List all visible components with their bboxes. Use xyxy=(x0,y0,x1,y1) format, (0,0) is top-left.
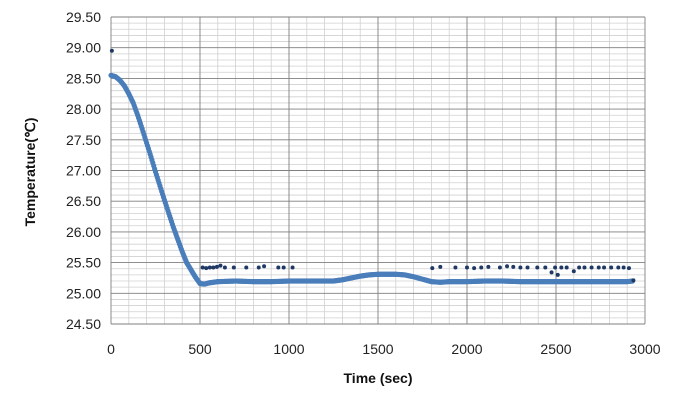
series-dot xyxy=(497,265,502,270)
series-dot xyxy=(453,265,458,270)
y-tick-label: 29.00 xyxy=(66,40,101,56)
series-dot xyxy=(631,278,636,283)
series-dot xyxy=(621,265,626,270)
series-dot xyxy=(218,263,223,268)
x-tick-label: 2500 xyxy=(540,341,571,357)
series-dot xyxy=(559,265,564,270)
series-dot xyxy=(577,265,582,270)
y-tick-label: 24.50 xyxy=(66,316,101,332)
series-dot xyxy=(525,265,530,270)
plot-area xyxy=(108,48,636,287)
series-dot xyxy=(276,265,281,270)
y-tick-label: 28.00 xyxy=(66,101,101,117)
x-tick-label: 1500 xyxy=(362,341,393,357)
series-dot xyxy=(214,264,219,269)
series-dot xyxy=(589,265,594,270)
series-dot xyxy=(553,265,558,270)
series-dot xyxy=(609,265,614,270)
y-tick-label: 26.00 xyxy=(66,224,101,240)
series-dot xyxy=(204,266,209,271)
series-dot xyxy=(222,265,227,270)
series-dot xyxy=(486,264,491,269)
series-dot xyxy=(518,265,523,270)
series-dot xyxy=(256,265,261,270)
y-tick-label: 26.50 xyxy=(66,193,101,209)
series-dot xyxy=(555,272,560,277)
y-tick-label: 27.50 xyxy=(66,132,101,148)
x-tick-label: 3000 xyxy=(629,341,660,357)
series-dot xyxy=(211,265,216,270)
y-tick-label: 29.50 xyxy=(66,9,101,25)
series-dot xyxy=(244,265,249,270)
series-dot xyxy=(290,265,295,270)
series-dot xyxy=(564,265,569,270)
x-tick-label: 0 xyxy=(107,341,115,357)
y-tick-label: 25.00 xyxy=(66,285,101,301)
x-tick-label: 1000 xyxy=(273,341,304,357)
series-dot xyxy=(571,269,576,274)
series-dot xyxy=(479,265,484,270)
series-dot xyxy=(543,265,548,270)
series-dot xyxy=(582,265,587,270)
y-axis-title: Temperature(℃) xyxy=(22,118,38,227)
series-dot xyxy=(511,264,516,269)
x-tick-label: 500 xyxy=(188,341,212,357)
y-tick-label: 28.50 xyxy=(66,70,101,86)
tick-labels: 0 500 1000 1500 2000 2500 3000 24.50 25.00 25.50 2… xyxy=(66,9,661,357)
series-dot xyxy=(200,265,205,270)
series-dot xyxy=(207,265,212,270)
grid xyxy=(110,16,646,325)
series-dot xyxy=(465,265,469,270)
series-dot xyxy=(535,265,540,270)
series-dot xyxy=(472,266,477,271)
series-dot xyxy=(505,264,510,269)
series-dot xyxy=(281,265,286,270)
series-dot xyxy=(438,264,443,269)
series-dot xyxy=(616,265,621,270)
series-dot xyxy=(596,265,601,270)
series-dot xyxy=(231,265,236,270)
series-dot xyxy=(430,266,435,271)
series-dot xyxy=(626,266,631,271)
x-axis-title: Time (sec) xyxy=(344,370,413,386)
series-dot xyxy=(602,265,607,270)
series-dot xyxy=(109,48,114,53)
x-tick-label: 2000 xyxy=(451,341,482,357)
y-tick-label: 25.50 xyxy=(66,255,101,271)
y-tick-label: 27.00 xyxy=(66,163,101,179)
series-dot xyxy=(549,270,554,275)
series-dot xyxy=(262,264,267,269)
